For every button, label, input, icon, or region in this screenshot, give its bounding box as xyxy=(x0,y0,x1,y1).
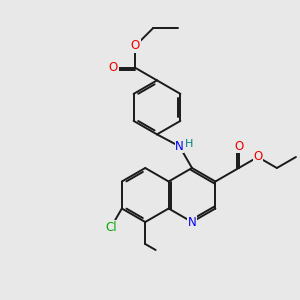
Text: O: O xyxy=(109,61,118,74)
Text: O: O xyxy=(234,140,243,152)
Text: Cl: Cl xyxy=(105,221,117,234)
Text: N: N xyxy=(188,215,196,229)
Text: N: N xyxy=(175,140,184,153)
Text: H: H xyxy=(185,139,194,149)
Text: O: O xyxy=(253,151,262,164)
Text: O: O xyxy=(131,39,140,52)
